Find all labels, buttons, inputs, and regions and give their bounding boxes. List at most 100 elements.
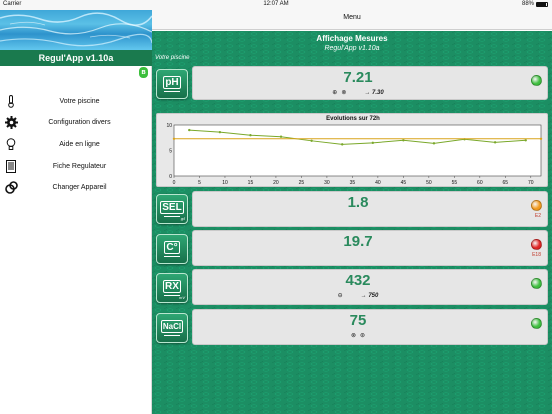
x-tick-label: 15 [248,180,254,186]
nav-title: Menu [343,14,361,21]
sidebar-item-fiche-regulateur[interactable]: Fiche Regulateur [0,157,152,175]
y-tick-label: 0 [169,174,172,180]
ph-status-icon-2: ⊗ [341,90,347,96]
y-tick-label: 5 [169,149,172,155]
gear-icon [3,115,19,129]
x-tick-label: 30 [324,180,330,186]
temperature-status-led [531,239,542,250]
series-point-0 [188,128,191,132]
rx-status-row: ⊖ → 750 [193,292,523,300]
sel-button-label: SEL [160,201,184,214]
series-point-0 [524,139,527,142]
x-tick-label: 25 [299,180,305,186]
document-icon [3,159,19,173]
page-subtitle: Regul'App v1.10a [324,45,380,52]
nacl-button-label: NaCl [160,320,184,333]
nacl-status-led [531,318,542,329]
ph-button[interactable]: pH [156,69,188,99]
rx-button-label: RX [163,280,181,293]
chart-title: Evolutions sur 72h [326,116,380,122]
nacl-value: 75 [349,312,367,329]
temperature-button-label: C° [164,241,180,254]
ph-status-led [531,75,542,86]
x-tick-label: 35 [350,180,356,186]
nacl-panel: 75 ⊗ ⊛ [192,309,548,345]
sel-unit: g/l [180,216,185,221]
x-tick-label: 60 [477,180,483,186]
ph-panel: 7.21 ⊕ ⊗ → 7.30 [192,66,548,100]
x-tick-label: 70 [528,180,534,186]
pool-water-image [0,10,152,50]
sidebar-item-votre-piscine[interactable]: Votre piscine [0,92,152,110]
series-point-0 [279,135,283,138]
x-tick-label: 20 [273,180,279,186]
ph-value: 7.21 [343,69,373,86]
sel-panel: 1.8 E2 [192,191,548,227]
series-point-0 [218,130,222,134]
page-title: Affichage Mesures [316,34,388,43]
temperature-button[interactable]: C° [156,234,188,264]
pool-label: Votre piscine [155,55,190,61]
carrier-label: Carrier [3,1,22,7]
series-point-0 [371,141,374,145]
nacl-status-row: ⊗ ⊛ [193,332,523,339]
x-tick-label: 0 [173,180,176,186]
temperature-error-code: E18 [532,252,541,258]
sidebar-item-changer-appareil[interactable]: Changer Appareil [0,178,152,196]
series-point-1 [172,137,176,140]
battery-indicator: 88% [522,1,548,7]
sel-status-led [531,200,542,211]
rx-status-led [531,278,542,289]
ph-status-icon-1: ⊕ [332,90,338,96]
lightbulb-icon [3,137,19,151]
bluetooth-icon[interactable]: ʙ [139,67,148,78]
series-point-0 [310,139,313,143]
x-tick-label: 10 [222,180,228,186]
sidebar-item-configuration[interactable]: Configuration divers [0,113,152,131]
battery-icon [536,1,548,7]
sel-value: 1.8 [347,194,369,211]
app-name-banner: Regul'App v1.10a [0,50,152,66]
sidebar-item-aide[interactable]: Aide en ligne [0,135,152,153]
nacl-button[interactable]: NaCl [156,313,188,343]
rx-value: 432 [345,272,371,289]
y-tick-label: 10 [166,123,172,129]
series-point-0 [341,143,344,146]
chart-panel: Evolutions sur 72h 0 5 10 15 20 25 30 35 40 45 50 5… [156,113,548,187]
series-point-0 [493,141,497,144]
ph-target: → 7.30 [364,89,384,96]
sidebar: Regul'App v1.10a ʙ Votre piscine Configu… [0,10,152,414]
evolution-chart: 0 5 10 15 20 25 30 35 40 45 50 55 60 65 70 0 5 10 [166,123,543,186]
battery-fill [537,2,546,6]
series-point-1 [539,137,543,140]
switch-device-icon [3,180,19,194]
series-point-0 [402,139,405,142]
series-point-0 [432,142,436,145]
rx-button[interactable]: RX mV [156,273,188,303]
thermometer-icon [3,94,19,108]
ph-button-label: pH [163,76,181,89]
series-point-0 [249,134,252,137]
sidebar-item-label: Configuration divers [48,118,111,126]
nacl-status-icon-1: ⊗ [350,333,356,339]
clock: 12:07 AM [263,1,289,7]
status-bar: Carrier 12:07 AM 88% [0,0,552,10]
sel-button[interactable]: SEL g/l [156,194,188,224]
sidebar-item-label: Fiche Regulateur [52,162,107,170]
sidebar-item-label: Changer Appareil [52,183,107,191]
sidebar-item-label: Votre piscine [59,97,100,105]
x-tick-label: 65 [503,180,509,186]
rx-target: → 750 [360,292,379,299]
rx-unit: mV [179,295,185,300]
series-line-0 [189,129,526,145]
battery-percent: 88% [521,1,534,7]
x-tick-label: 55 [452,180,458,186]
nacl-status-icon-2: ⊛ [360,333,366,339]
temperature-value: 19.7 [343,233,373,250]
x-tick-label: 40 [375,180,381,186]
rx-panel: 432 ⊖ → 750 [192,269,548,305]
rx-status-icon-1: ⊖ [337,293,343,299]
ph-status-row: ⊕ ⊗ → 7.30 [193,89,523,97]
x-tick-label: 45 [401,180,407,186]
temperature-panel: 19.7 E18 [192,230,548,266]
